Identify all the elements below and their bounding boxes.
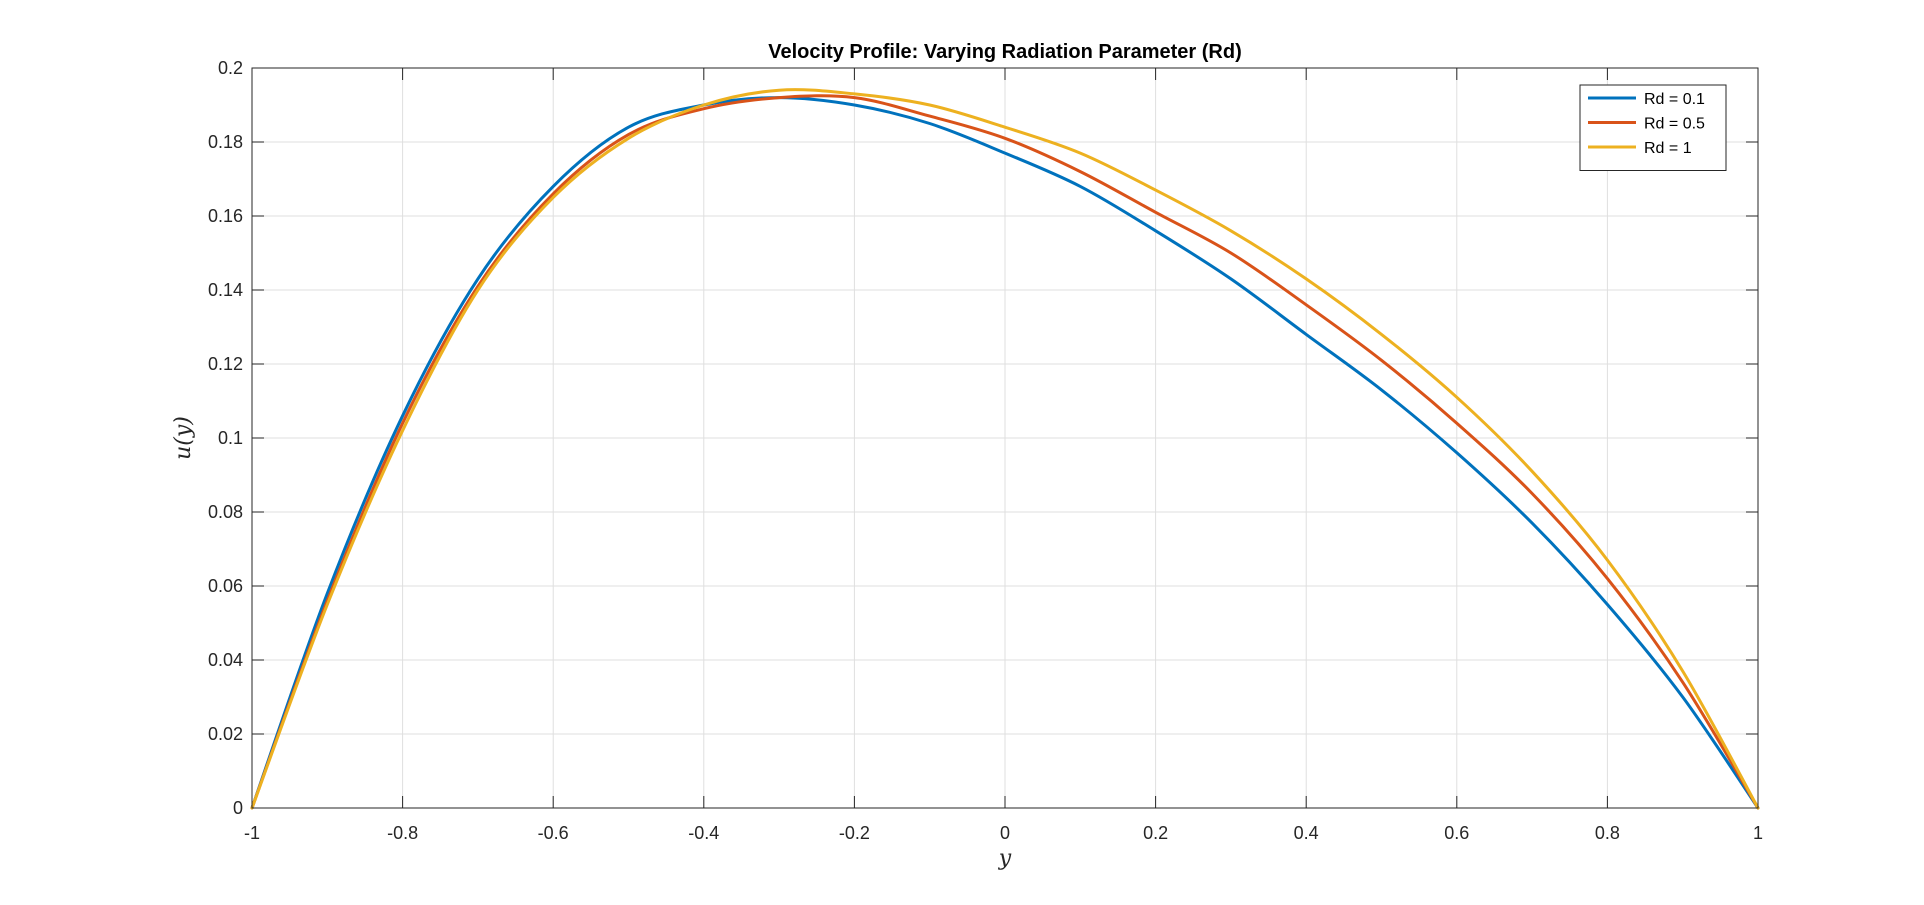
legend-box [1579, 84, 1727, 171]
legend-label-1: Rd = 0.1 [1644, 91, 1705, 108]
x-tick-label: -0.2 [839, 823, 870, 843]
y-axis-label: u(y) [171, 416, 196, 460]
legend: Rd = 0.1 Rd = 0.5 Rd = 1 [1579, 84, 1727, 171]
x-tick-label: 0.2 [1143, 823, 1168, 843]
legend-label-3: Rd = 1 [1644, 140, 1692, 157]
x-tick-label: 0.6 [1444, 823, 1469, 843]
x-tick-label: 1 [1753, 823, 1763, 843]
y-tick-label: 0 [233, 798, 243, 818]
series-line-1 [250, 96, 1760, 810]
y-tick-label: 0.04 [208, 650, 243, 670]
series-line-2 [250, 94, 1760, 810]
tick-marks [251, 67, 1759, 809]
grid-lines [251, 67, 1759, 809]
y-tick-label: 0.16 [208, 206, 243, 226]
x-tick-label: -0.4 [688, 823, 719, 843]
y-tick-label: 0.2 [218, 58, 243, 78]
x-axis-label: y [998, 846, 1012, 871]
x-tick-label: -0.6 [538, 823, 569, 843]
y-tick-label: 0.18 [208, 132, 243, 152]
x-tick-label: 0.4 [1294, 823, 1319, 843]
y-tick-label: 0.06 [208, 576, 243, 596]
chart-title: Velocity Profile: Varying Radiation Para… [768, 41, 1241, 63]
legend-label-2: Rd = 0.5 [1644, 116, 1705, 133]
x-tick-label: 0.8 [1595, 823, 1620, 843]
y-tick-label: 0.12 [208, 354, 243, 374]
x-tick-label: -0.8 [387, 823, 418, 843]
series-layer [250, 88, 1760, 810]
x-tick-label: 0 [1000, 823, 1010, 843]
y-tick-label: 0.08 [208, 502, 243, 522]
y-tick-label: 0.14 [208, 280, 243, 300]
y-tick-label: 0.02 [208, 724, 243, 744]
series-line-3 [250, 88, 1760, 810]
tick-labels: -1 -0.8 -0.6 -0.4 -0.2 0 0.2 0.4 0.6 0.8 1 0 0.02 0.0… [208, 58, 1763, 843]
y-tick-label: 0.1 [218, 428, 243, 448]
x-tick-label: -1 [244, 823, 260, 843]
